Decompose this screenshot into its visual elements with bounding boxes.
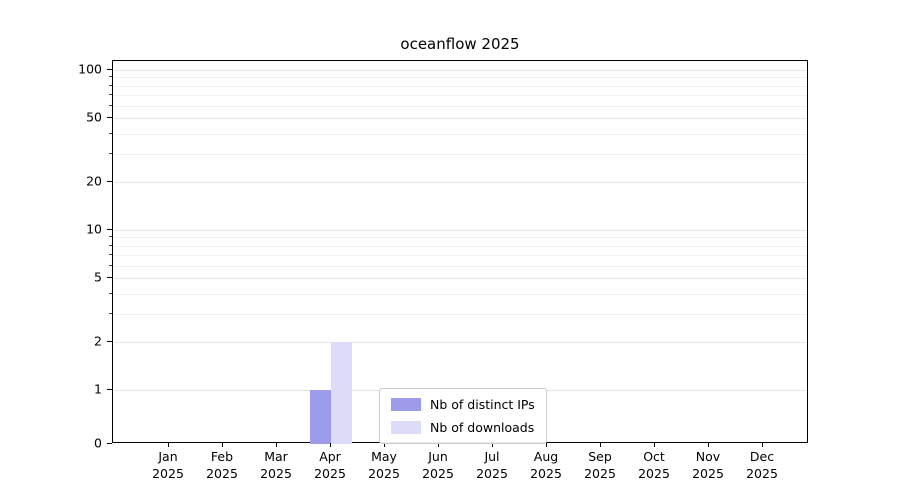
y-tick-label: 10 xyxy=(86,221,102,237)
legend: Nb of distinct IPs Nb of downloads xyxy=(379,388,547,444)
y-minor-tick-mark xyxy=(109,236,112,238)
y-minor-tick-mark xyxy=(109,264,112,266)
major-gridline xyxy=(113,278,807,280)
y-tick-label: 5 xyxy=(94,269,102,285)
legend-label-distinct-ips: Nb of distinct IPs xyxy=(430,397,535,412)
minor-gridline xyxy=(113,254,807,256)
major-gridline xyxy=(113,230,807,231)
x-tick-mark xyxy=(168,443,169,447)
x-tick-label-feb: Feb 2025 xyxy=(206,449,238,481)
x-tick-label-may: May 2025 xyxy=(368,449,400,481)
minor-gridline xyxy=(113,133,807,135)
x-tick-mark xyxy=(330,443,331,447)
minor-gridline xyxy=(113,105,807,107)
minor-gridline xyxy=(113,313,807,315)
bar-nb-of-distinct-ips-apr xyxy=(310,390,331,444)
minor-gridline xyxy=(113,94,807,96)
y-minor-tick-mark xyxy=(109,292,112,294)
major-gridline xyxy=(113,118,807,120)
minor-gridline xyxy=(113,237,807,239)
major-gridline xyxy=(113,181,807,183)
y-minor-tick-mark xyxy=(109,76,112,78)
y-tick-mark xyxy=(107,229,112,230)
y-minor-tick-mark xyxy=(109,244,112,246)
minor-gridline xyxy=(113,293,807,295)
y-minor-tick-mark xyxy=(109,253,112,255)
legend-entry-distinct-ips: Nb of distinct IPs xyxy=(391,397,535,412)
y-tick-mark xyxy=(107,340,112,342)
y-tick-mark xyxy=(107,180,112,182)
x-tick-label-aug: Aug 2025 xyxy=(530,449,562,481)
y-tick-mark xyxy=(107,277,112,279)
legend-label-downloads: Nb of downloads xyxy=(430,420,535,435)
y-minor-tick-mark xyxy=(109,104,112,106)
major-gridline xyxy=(113,70,807,71)
minor-gridline xyxy=(113,153,807,155)
x-tick-label-oct: Oct 2025 xyxy=(638,449,670,481)
legend-swatch-distinct-ips xyxy=(391,398,421,411)
x-tick-label-sep: Sep 2025 xyxy=(584,449,616,481)
y-tick-mark xyxy=(107,69,112,70)
y-tick-label: 100 xyxy=(78,61,102,77)
legend-swatch-downloads xyxy=(391,421,421,434)
y-minor-tick-mark xyxy=(109,132,112,134)
x-tick-label-mar: Mar 2025 xyxy=(260,449,292,481)
y-tick-label: 2 xyxy=(94,333,102,349)
x-tick-mark xyxy=(546,443,547,447)
x-tick-mark xyxy=(492,443,493,447)
x-tick-mark xyxy=(762,443,763,447)
x-tick-label-jul: Jul 2025 xyxy=(476,449,508,481)
x-tick-label-jan: Jan 2025 xyxy=(152,449,184,481)
x-tick-mark xyxy=(384,443,385,447)
chart-title: oceanflow 2025 xyxy=(400,35,520,53)
legend-entry-downloads: Nb of downloads xyxy=(391,420,535,435)
minor-gridline xyxy=(113,265,807,267)
x-tick-mark xyxy=(654,443,655,447)
y-tick-label: 20 xyxy=(86,173,102,189)
y-minor-tick-mark xyxy=(109,312,112,314)
x-tick-label-dec: Dec 2025 xyxy=(746,449,778,481)
x-tick-mark xyxy=(600,443,601,447)
y-minor-tick-mark xyxy=(109,84,112,86)
x-tick-label-nov: Nov 2025 xyxy=(692,449,724,481)
minor-gridline xyxy=(113,85,807,87)
minor-gridline xyxy=(113,77,807,79)
x-tick-label-apr: Apr 2025 xyxy=(314,449,346,481)
bar-nb-of-downloads-apr xyxy=(331,341,352,444)
x-tick-label-jun: Jun 2025 xyxy=(422,449,454,481)
y-minor-tick-mark xyxy=(109,93,112,95)
y-tick-mark xyxy=(107,443,112,444)
major-gridline xyxy=(113,341,807,343)
x-tick-mark xyxy=(222,443,223,447)
y-tick-mark xyxy=(107,117,112,119)
y-tick-label: 50 xyxy=(86,109,102,125)
x-tick-mark xyxy=(438,443,439,447)
y-tick-label: 0 xyxy=(94,435,102,451)
minor-gridline xyxy=(113,245,807,247)
x-tick-mark xyxy=(276,443,277,447)
x-tick-mark xyxy=(708,443,709,447)
y-minor-tick-mark xyxy=(109,152,112,154)
y-tick-mark xyxy=(107,389,112,390)
plot-area: Nb of distinct IPs Nb of downloads xyxy=(112,60,808,444)
y-tick-label: 1 xyxy=(94,381,102,397)
